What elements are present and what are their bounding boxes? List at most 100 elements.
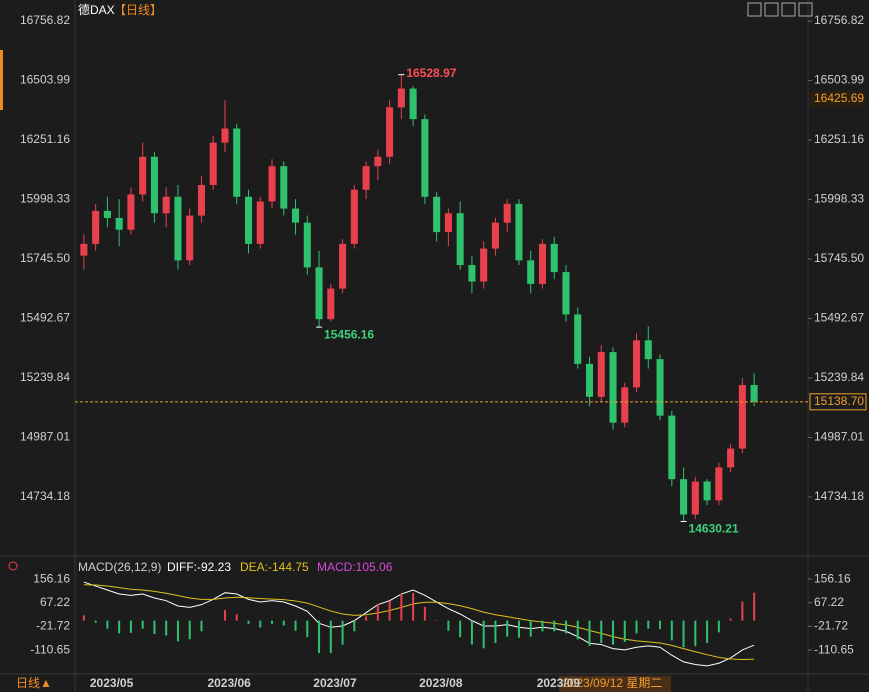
candle-body	[127, 194, 135, 230]
macd-bar	[588, 620, 591, 647]
macd-bar	[694, 620, 697, 647]
legend-entry: MACD:105.06	[317, 560, 393, 574]
candle-body	[303, 222, 311, 268]
candle-body	[480, 248, 488, 282]
candle-body	[103, 210, 111, 218]
candle-body	[315, 267, 323, 320]
candle-body	[139, 156, 147, 195]
y-tick-label-right: 15745.50	[814, 251, 864, 265]
candle-body	[256, 201, 264, 244]
tool-button[interactable]	[781, 2, 796, 17]
macd-bar	[447, 620, 450, 631]
macd-bar	[306, 620, 309, 638]
x-tick-label: 2023/06	[207, 676, 251, 690]
macd-bar	[647, 620, 650, 629]
tool-button[interactable]	[764, 2, 779, 17]
candle-body	[621, 387, 629, 423]
tool-button[interactable]	[747, 2, 762, 17]
macd-bar	[435, 620, 438, 621]
candle-body	[668, 415, 676, 480]
y-tick-label-right: 67.22	[814, 595, 844, 609]
x-tick-label: 2023/05	[90, 676, 134, 690]
candle-body	[703, 481, 711, 501]
candle-body	[350, 189, 358, 244]
macd-bar	[282, 620, 285, 626]
candle-body	[397, 88, 405, 108]
macd-bar	[706, 620, 709, 643]
macd-bar	[235, 614, 238, 621]
macd-bar	[612, 620, 615, 645]
reference-label-box	[809, 393, 867, 411]
candle-body	[386, 107, 394, 157]
macd-bar	[564, 620, 567, 634]
y-tick-label-right: 15998.33	[814, 192, 864, 206]
macd-bar	[423, 606, 426, 621]
macd-bar	[517, 620, 520, 638]
y-tick-label-right: 156.16	[814, 571, 851, 585]
extreme-label: 15456.16	[324, 327, 374, 341]
macd-bar	[412, 592, 415, 621]
macd-bar	[223, 609, 226, 621]
y-tick-label: 15492.67	[20, 311, 70, 325]
macd-title: MACD(26,12,9)	[78, 560, 161, 574]
y-tick-label: -110.65	[30, 642, 70, 656]
candle-body	[491, 222, 499, 249]
candle-body	[562, 272, 570, 315]
y-tick-label-right: 15239.84	[814, 370, 864, 384]
y-tick-label: 14734.18	[20, 489, 70, 503]
crosshair-date: 2023/09/12 星期二	[563, 676, 662, 690]
y-tick-label: 14987.01	[20, 430, 70, 444]
macd-bar	[341, 620, 344, 645]
y-tick-label-right: -21.72	[814, 619, 848, 633]
extreme-label: 16528.97	[406, 66, 456, 80]
macd-bar	[94, 620, 97, 623]
candle-body	[280, 166, 288, 209]
macd-bar	[400, 594, 403, 621]
settings-icon[interactable]	[8, 561, 18, 571]
y-tick-label-right: -110.65	[814, 642, 854, 656]
candle-body	[444, 213, 452, 233]
tool-button[interactable]	[798, 2, 813, 17]
period-button[interactable]: 日线▲	[16, 676, 52, 690]
candle-body	[80, 243, 88, 256]
macd-bar	[482, 620, 485, 649]
macd-line	[83, 581, 755, 667]
macd-bar	[329, 620, 332, 654]
y-tick-label: 15998.33	[20, 192, 70, 206]
y-tick-label: 156.16	[33, 571, 70, 585]
candle-body	[421, 119, 429, 197]
candle-body	[656, 359, 664, 416]
candle-body	[268, 166, 276, 202]
candle-body	[597, 352, 605, 397]
y-tick-label-right: 16756.82	[814, 13, 864, 27]
macd-bar	[259, 620, 262, 628]
candle-body	[92, 210, 100, 244]
candle-body	[292, 208, 300, 223]
candle-body	[644, 340, 652, 360]
x-tick-label: 2023/08	[419, 676, 463, 690]
side-marker	[0, 50, 3, 110]
macd-bar	[318, 620, 321, 654]
candle-body	[456, 213, 464, 266]
macd-bar	[670, 620, 673, 641]
y-tick-label: 15239.84	[20, 370, 70, 384]
candle-body	[468, 265, 476, 282]
candle-body	[585, 363, 594, 397]
x-tick-label: 2023/09	[537, 676, 581, 690]
candle-body	[691, 481, 699, 515]
macd-bar	[353, 620, 356, 632]
y-tick-label: 15745.50	[20, 251, 70, 265]
macd-bar	[600, 620, 603, 643]
macd-bar	[470, 620, 473, 645]
macd-bar	[129, 620, 132, 633]
macd-bar	[623, 620, 626, 642]
toolbar	[747, 2, 813, 17]
macd-bar	[459, 620, 462, 638]
candle-body	[633, 340, 641, 388]
crosshair-date-box	[559, 676, 671, 692]
candle-body	[515, 203, 523, 261]
macd-bar	[388, 600, 391, 621]
candle-body	[727, 448, 735, 468]
extreme-label: 14630.21	[689, 522, 739, 536]
